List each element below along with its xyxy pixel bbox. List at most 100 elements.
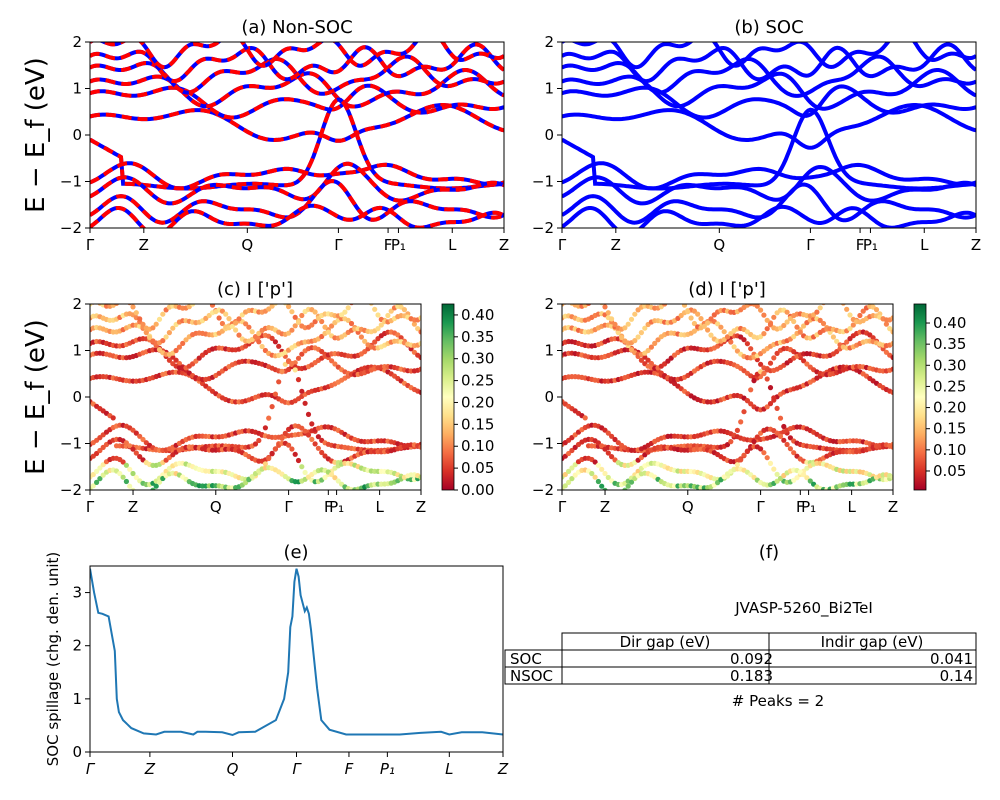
xtick-label: Q xyxy=(227,760,239,778)
band-line xyxy=(90,83,504,120)
projection-point xyxy=(890,354,893,361)
panel-f-subtitle: JVASP-5260_Bi2TeI xyxy=(734,599,873,618)
colorbar-tick-label: 0.30 xyxy=(933,356,966,374)
projection-point xyxy=(160,311,166,317)
xtick-label: Z xyxy=(499,236,509,254)
projection-point xyxy=(599,483,605,489)
projection-point xyxy=(784,319,790,325)
projection-point xyxy=(593,297,598,302)
panel-a-ylabel-text: E − E_f (eV) xyxy=(21,57,51,213)
xtick-label: F xyxy=(796,498,805,516)
projection-point xyxy=(751,439,757,445)
projection-point xyxy=(728,439,734,445)
projection-point xyxy=(329,323,335,329)
projection-point xyxy=(259,343,265,350)
projection-point xyxy=(734,348,741,354)
band-line xyxy=(90,42,504,70)
projection-point xyxy=(625,321,631,327)
panel-c-points xyxy=(90,295,421,490)
projection-point xyxy=(764,404,770,410)
projection-point xyxy=(814,309,820,315)
ytick-label: 2 xyxy=(72,33,82,51)
projection-point xyxy=(229,323,235,329)
projection-point xyxy=(844,339,850,345)
projection-point xyxy=(721,474,727,480)
projection-point xyxy=(156,479,163,485)
projection-point xyxy=(249,474,255,480)
projection-point xyxy=(345,317,351,323)
projection-point xyxy=(133,430,139,436)
projection-point xyxy=(97,447,103,454)
projection-point xyxy=(741,409,747,415)
projection-point xyxy=(286,442,292,448)
panel-a-yticks: 2 1 0 −1 −2 xyxy=(60,33,90,237)
projection-point xyxy=(183,337,189,343)
projection-point xyxy=(223,311,229,317)
colorbar-tick-label: 0.10 xyxy=(461,437,494,455)
projection-point xyxy=(754,434,760,440)
projection-point xyxy=(120,474,126,480)
projection-point xyxy=(121,297,126,302)
projection-point xyxy=(728,339,734,345)
projection-point xyxy=(94,450,100,457)
projection-point xyxy=(609,433,615,439)
projection-point xyxy=(266,455,272,462)
projection-point xyxy=(335,478,341,484)
projection-point xyxy=(592,474,598,480)
projection-point xyxy=(754,304,760,309)
xtick-label: Q xyxy=(682,498,694,516)
panel-f-peaks: # Peaks = 2 xyxy=(732,692,824,710)
projection-point xyxy=(110,415,116,421)
projection-point xyxy=(870,335,876,341)
projection-point xyxy=(349,304,354,306)
projection-point xyxy=(764,326,770,332)
projection-point xyxy=(804,361,810,367)
band-line xyxy=(562,204,976,228)
projection-point xyxy=(708,316,714,322)
ytick-label: 1 xyxy=(544,342,554,360)
projection-point xyxy=(94,468,100,474)
panel-b-yticks: 2 1 0 −1 −2 xyxy=(532,33,562,237)
projection-point xyxy=(662,304,668,307)
projection-point xyxy=(844,306,850,312)
projection-point xyxy=(734,462,741,468)
projection-point xyxy=(342,309,348,315)
projection-point xyxy=(279,368,285,374)
projection-point xyxy=(744,448,751,454)
projection-point xyxy=(249,329,255,335)
ytick-label: −1 xyxy=(60,173,82,191)
projection-point xyxy=(266,415,272,421)
projection-point xyxy=(163,334,169,340)
projection-point xyxy=(890,474,893,480)
projection-point xyxy=(246,477,252,483)
projection-point xyxy=(415,326,421,332)
projection-point xyxy=(777,433,784,439)
projection-point xyxy=(127,443,133,449)
projection-point xyxy=(761,450,767,456)
projection-point xyxy=(302,400,308,406)
panel-c-ylabel: E − E_f (eV) xyxy=(21,319,51,475)
projection-point xyxy=(562,483,568,489)
projection-point xyxy=(685,309,691,315)
projection-point xyxy=(831,290,836,295)
projection-point xyxy=(203,315,209,321)
xtick-label: Z xyxy=(144,760,156,778)
projection-point xyxy=(635,334,641,340)
projection-point xyxy=(362,338,368,344)
projection-point xyxy=(319,333,325,340)
ytick-label: −1 xyxy=(532,435,554,453)
projection-point xyxy=(781,423,787,430)
projection-point xyxy=(233,320,239,326)
projection-point xyxy=(784,441,790,448)
projection-point xyxy=(153,321,159,327)
colorbar-tick-label: 0.15 xyxy=(461,415,494,433)
projection-point xyxy=(150,487,156,490)
ytick-label: 1 xyxy=(72,342,82,360)
projection-point xyxy=(269,404,275,410)
band-line xyxy=(562,161,976,191)
projection-point xyxy=(767,360,774,366)
band-line xyxy=(90,203,504,228)
projection-point xyxy=(365,295,370,300)
projection-point xyxy=(850,322,856,328)
projection-point xyxy=(299,425,305,431)
